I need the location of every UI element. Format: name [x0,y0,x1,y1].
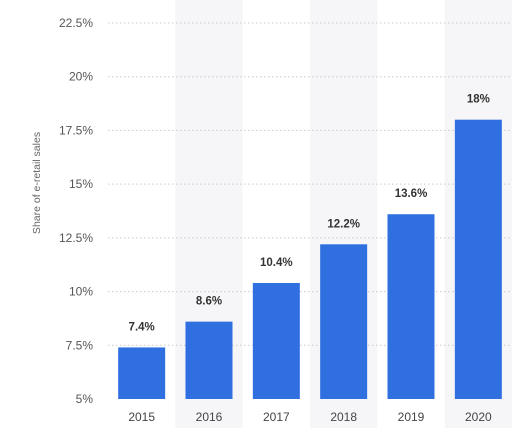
x-tick-label: 2020 [465,410,492,424]
x-tick-label: 2015 [128,410,155,424]
x-tick-label: 2019 [398,410,425,424]
y-tick-label: 5% [76,392,94,406]
gridlines [108,22,512,346]
bars [118,119,502,399]
x-axis-ticks: 2015 2016 2017 2018 2019 2020 [128,410,492,424]
bar [320,244,368,399]
x-tick-label: 2016 [196,410,223,424]
data-label: 10.4% [260,257,293,269]
data-label: 18% [467,94,490,106]
x-tick-label: 2017 [263,410,290,424]
bar [252,282,300,399]
data-label: 7.4% [129,321,155,333]
x-tick-label: 2018 [330,410,357,424]
bar [387,214,435,399]
y-tick-label: 22.5% [59,16,93,30]
y-tick-label: 20% [69,70,93,84]
y-tick-label: 17.5% [59,123,93,137]
y-tick-label: 10% [69,285,93,299]
data-label: 12.2% [327,218,360,230]
bar [118,347,166,399]
data-label: 8.6% [196,296,222,308]
y-axis-title: Share of e-retail sales [31,132,43,234]
y-tick-label: 12.5% [59,231,93,245]
bar [454,119,502,399]
bar [185,321,233,399]
y-tick-label: 15% [69,177,93,191]
y-axis-ticks: 5% 7.5% 10% 12.5% 15% 17.5% 20% 22.5% [59,16,93,406]
data-labels: 7.4% 8.6% 10.4% 12.2% 13.6% 18% [129,94,490,334]
y-tick-label: 7.5% [66,338,94,352]
data-label: 13.6% [395,188,428,200]
